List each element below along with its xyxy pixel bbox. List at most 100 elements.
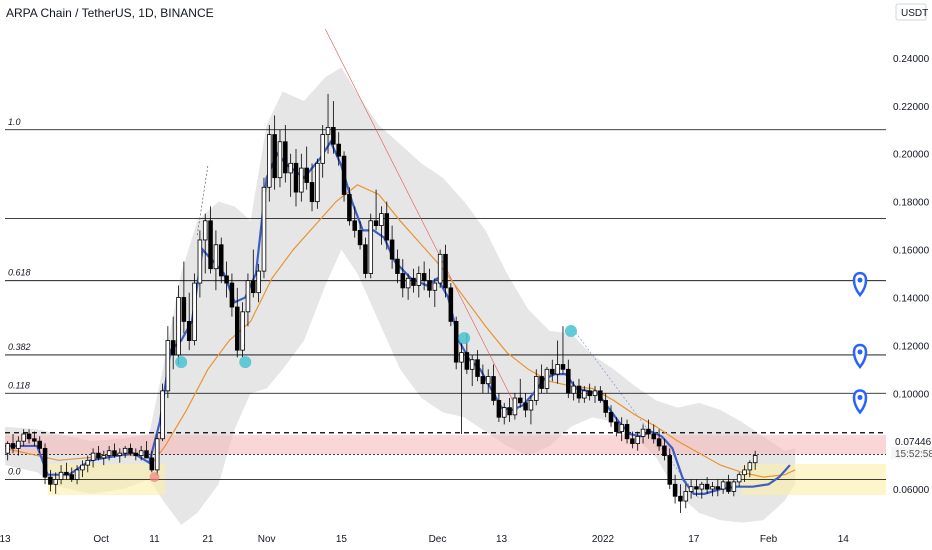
price-tick-5: 0.14000 [893, 293, 930, 304]
candle-body-6 [37, 440, 42, 449]
price-tick-4: 0.16000 [893, 246, 930, 257]
location-pin-icon-1 [852, 343, 868, 369]
candle-body-109 [587, 390, 592, 397]
candle-body-116 [624, 423, 630, 440]
candle-body-89 [480, 376, 486, 385]
time-tick-11: 14 [838, 534, 850, 545]
candle-body-76 [411, 277, 416, 286]
candle-body-111 [598, 390, 603, 401]
candle-body-25 [138, 450, 144, 456]
candle-body-61 [331, 126, 336, 145]
signal-marker-3 [564, 324, 577, 337]
candle-body-46 [251, 280, 256, 294]
candle-body-47 [256, 270, 261, 294]
time-tick-4: Nov [258, 534, 276, 545]
candle-body-100 [539, 376, 544, 389]
candle-body-98 [528, 400, 534, 411]
fib-label-2: 0.618 [8, 268, 31, 278]
bollinger-bands [5, 67, 796, 525]
candle-body-90 [485, 376, 491, 385]
candle-body-110 [592, 390, 598, 397]
candle-body-93 [501, 407, 507, 418]
candle-body-122 [656, 438, 662, 447]
candle-body-77 [416, 273, 422, 286]
candle-body-130 [699, 483, 705, 490]
candle-body-107 [576, 385, 582, 399]
candle-body-28 [154, 438, 160, 471]
candle-body-117 [630, 438, 635, 444]
candle-body-52 [283, 141, 288, 174]
candle-body-75 [405, 277, 411, 289]
candle-body-68 [368, 220, 374, 274]
candle-body-133 [715, 486, 721, 490]
candle-body-58 [315, 162, 320, 203]
candle-body-108 [582, 390, 587, 399]
candle-body-87 [469, 359, 475, 370]
candle-body-44 [240, 311, 245, 351]
candle-body-64 [347, 194, 352, 222]
candle-body-132 [710, 486, 715, 490]
candle-body-13 [74, 469, 80, 480]
price-tick-1: 0.22000 [893, 102, 930, 113]
location-pin-icon-0 [852, 271, 868, 298]
candle-body-30 [165, 340, 171, 392]
candle-body-83 [448, 287, 454, 322]
symbol-title[interactable]: ARPA Chain / TetherUS, 1D, BINANCE [6, 6, 214, 20]
candle-body-9 [53, 479, 58, 485]
candle-body-19 [106, 450, 112, 456]
location-pin-dot-1 [857, 349, 863, 355]
countdown-tag-bg [891, 447, 932, 459]
candle-body-131 [704, 483, 710, 490]
candle-body-14 [80, 464, 85, 471]
signal-markers [149, 271, 868, 483]
candle-body-115 [619, 423, 624, 432]
candle-body-22 [122, 447, 128, 454]
current-price-tag-bg [891, 435, 932, 447]
candle-body-4 [26, 433, 32, 440]
candle-body-23 [128, 447, 133, 454]
candle-body-136 [731, 481, 737, 492]
candle-body-86 [464, 352, 470, 370]
candle-body-60 [325, 126, 331, 135]
signal-marker-2 [458, 332, 471, 345]
candle-body-113 [608, 412, 614, 423]
candle-body-33 [181, 297, 187, 322]
time-tick-1: Oct [93, 534, 109, 545]
location-pin-icon-2 [852, 389, 868, 415]
candle-body-71 [384, 213, 390, 241]
candle-body-57 [309, 182, 315, 203]
candle-body-126 [678, 495, 683, 502]
candle-body-102 [550, 368, 555, 375]
candle-body-128 [688, 486, 694, 492]
candle-body-118 [635, 435, 640, 444]
time-tick-2: 11 [149, 534, 160, 545]
candle-body-120 [646, 428, 651, 435]
candle-body-134 [720, 481, 726, 490]
candle-body-82 [443, 253, 448, 289]
price-tick-3: 0.18000 [893, 198, 930, 209]
signal-marker-1 [239, 356, 252, 369]
candle-body-92 [496, 400, 502, 418]
candle-body-35 [192, 282, 197, 341]
candle-body-12 [69, 474, 75, 480]
candle-body-37 [202, 220, 208, 241]
slow-ma-line [4, 184, 796, 478]
candle-body-96 [517, 397, 523, 404]
time-tick-8: 2022 [592, 534, 615, 545]
candles [5, 93, 758, 514]
location-pin-dot-2 [857, 394, 863, 400]
currency-badge[interactable]: USDT [895, 3, 928, 21]
candle-body-74 [400, 273, 406, 289]
candle-body-21 [117, 452, 123, 456]
candle-body-79 [427, 280, 432, 291]
candle-body-101 [544, 368, 550, 389]
candle-body-5 [32, 438, 37, 442]
candle-body-34 [186, 321, 192, 341]
fib-label-4: 0.118 [8, 380, 30, 390]
time-axis[interactable]: 13 Oct 11 21 Nov 15 Dec 13 2022 17 Feb 14 [0, 534, 849, 545]
candle-body-67 [363, 244, 368, 274]
location-pin-dot-0 [857, 277, 863, 283]
price-axis[interactable]: 0.24000 0.22000 0.20000 0.18000 0.16000 0.140… [893, 54, 930, 496]
trend-line-red [325, 29, 518, 411]
